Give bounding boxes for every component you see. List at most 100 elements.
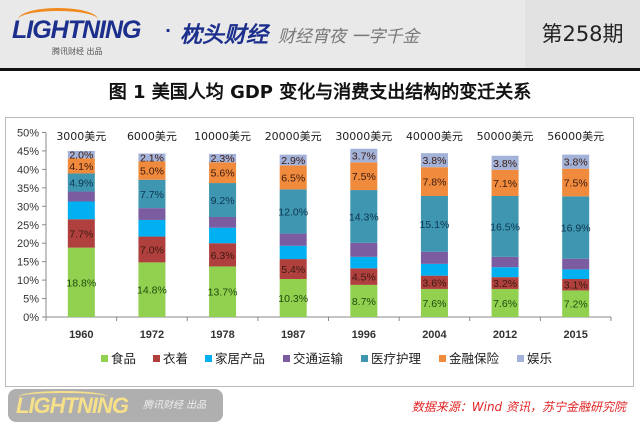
x-tick-label: 1978 xyxy=(210,329,234,341)
watermark-logo: LIGHTNING 腾讯财经 出品 xyxy=(8,389,223,422)
legend-swatch xyxy=(153,355,160,362)
bar-segment-医疗护理 xyxy=(279,189,307,234)
bar-segment-金融保险 xyxy=(562,168,590,197)
legend-label: 金融保险 xyxy=(449,351,500,366)
slogan: 财经宵夜 一字千金 xyxy=(278,27,420,47)
y-tick-label: 10% xyxy=(17,275,39,287)
bar-segment-娱乐 xyxy=(350,148,378,163)
data-label: 5.4% xyxy=(281,264,305,276)
bar-segment-金融保险 xyxy=(279,165,307,190)
data-label: 16.5% xyxy=(490,221,520,233)
gdp-label: 10000美元 xyxy=(194,130,251,143)
gdp-label: 30000美元 xyxy=(335,130,392,143)
bar-segment-食品 xyxy=(420,288,448,317)
data-label: 7.2% xyxy=(564,299,588,311)
bar-segment-娱乐 xyxy=(67,150,95,159)
bar-segment-娱乐 xyxy=(491,155,519,170)
data-label: 7.1% xyxy=(493,178,517,190)
bar-segment-食品 xyxy=(562,290,590,317)
data-label: 10.3% xyxy=(278,293,308,305)
bar-segment-食品 xyxy=(350,284,378,317)
bar-segment-医疗护理 xyxy=(209,183,237,218)
bar-segment-医疗护理 xyxy=(491,195,519,257)
gdp-label: 50000美元 xyxy=(477,130,534,143)
chart-frame: 0% 5% 10% 15% 20% 25% 30% 35% 40% 45% 50% 1960 3000美… xyxy=(5,117,634,387)
bar-segment-交通运输 xyxy=(420,251,448,264)
bar-segment-医疗护理 xyxy=(350,190,378,243)
data-label: 2.9% xyxy=(281,155,305,167)
logo-sub: 腾讯财经 出品 xyxy=(52,47,103,56)
bar-segment-交通运输 xyxy=(562,258,590,270)
bar-segment-食品 xyxy=(67,247,95,317)
stacked-bar-chart: 0% 5% 10% 15% 20% 25% 30% 35% 40% 45% 50% 1960 3000美… xyxy=(17,128,612,366)
bar-segment-衣着 xyxy=(562,278,590,291)
data-label: 14.8% xyxy=(137,285,167,297)
legend-label: 家居产品 xyxy=(215,351,265,366)
data-label: 2.3% xyxy=(211,153,235,165)
bar-segment-金融保险 xyxy=(350,162,378,191)
separator-dot: · xyxy=(165,21,172,40)
gdp-label: 3000美元 xyxy=(56,130,106,143)
gdp-label: 6000美元 xyxy=(127,130,177,143)
bar-segment-交通运输 xyxy=(138,208,166,220)
data-label: 14.3% xyxy=(349,211,379,223)
bar-segment-食品 xyxy=(491,288,519,317)
y-tick-label: 35% xyxy=(17,183,39,195)
data-label: 7.6% xyxy=(493,298,517,310)
bar-segment-交通运输 xyxy=(491,256,519,268)
data-label: 2.1% xyxy=(140,152,164,164)
legend-swatch xyxy=(205,355,212,362)
legend-swatch xyxy=(101,355,108,362)
bar-segment-金融保险 xyxy=(420,167,448,196)
bar-segment-衣着 xyxy=(420,275,448,289)
watermark-text: LIGHTNING xyxy=(16,393,129,418)
bar-segment-交通运输 xyxy=(209,217,237,228)
y-tick-label: 30% xyxy=(17,201,39,213)
legend-label: 食品 xyxy=(111,351,136,366)
data-label: 2.0% xyxy=(69,150,93,162)
legend-label: 衣着 xyxy=(163,351,188,366)
data-label: 3.7% xyxy=(352,151,376,163)
logo-text: LIGHTNING xyxy=(12,16,141,44)
y-tick-label: 0% xyxy=(23,312,39,324)
data-label: 7.6% xyxy=(422,298,446,310)
x-tick-label: 2015 xyxy=(563,329,587,341)
data-label: 7.5% xyxy=(352,171,376,183)
logo-arc-icon xyxy=(18,8,98,31)
bar-segment-家居产品 xyxy=(562,269,590,279)
bar-segment-医疗护理 xyxy=(420,195,448,252)
bar-segment-交通运输 xyxy=(67,191,95,202)
y-tick-label: 40% xyxy=(17,164,39,176)
data-label: 3.1% xyxy=(564,280,588,292)
gdp-label: 20000美元 xyxy=(265,130,322,143)
y-tick-label: 50% xyxy=(17,128,39,140)
bar-segment-食品 xyxy=(279,278,307,317)
bar-segment-娱乐 xyxy=(562,154,590,169)
data-label: 13.7% xyxy=(208,287,238,299)
bar-segment-医疗护理 xyxy=(138,179,166,209)
data-label: 18.8% xyxy=(66,277,96,289)
bar-segment-衣着 xyxy=(138,236,166,263)
legend-label: 交通运输 xyxy=(293,351,344,366)
y-tick-label: 20% xyxy=(17,238,39,250)
data-label: 4.9% xyxy=(69,177,93,189)
bar-segment-家居产品 xyxy=(138,219,166,237)
data-label: 3.8% xyxy=(422,155,446,167)
bar-segment-娱乐 xyxy=(279,154,307,166)
y-tick-label: 45% xyxy=(17,146,39,158)
data-label: 3.8% xyxy=(493,158,517,170)
data-label: 7.8% xyxy=(422,177,446,189)
legend-label: 娱乐 xyxy=(527,351,552,366)
bar-segment-家居产品 xyxy=(350,256,378,269)
data-label: 6.5% xyxy=(281,172,305,184)
header: LIGHTNING 腾讯财经 出品 · 枕头财经 财经宵夜 一字千金 第258期 xyxy=(0,0,640,71)
bar-segment-衣着 xyxy=(350,268,378,285)
chart-title: 图 1 美国人均 GDP 变化与消费支出结构的变迁关系 xyxy=(108,82,532,103)
data-label: 7.5% xyxy=(564,177,588,189)
data-label: 3.6% xyxy=(422,277,446,289)
legend-swatch xyxy=(517,355,524,362)
data-label: 6.3% xyxy=(211,250,235,262)
bar-segment-金融保险 xyxy=(67,158,95,174)
bar-segment-金融保险 xyxy=(138,161,166,180)
gdp-label: 40000美元 xyxy=(406,130,463,143)
